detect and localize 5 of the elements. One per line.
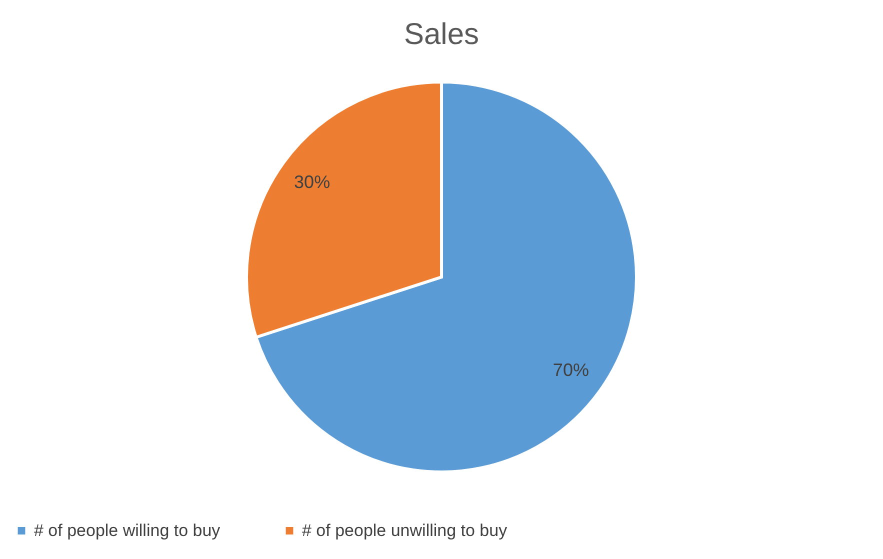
data-label: 70%	[552, 360, 589, 380]
legend-label: # of people unwilling to buy	[302, 520, 508, 540]
chart-title: Sales	[404, 18, 480, 51]
data-label: 30%	[294, 172, 330, 192]
legend-label: # of people willing to buy	[34, 520, 221, 540]
